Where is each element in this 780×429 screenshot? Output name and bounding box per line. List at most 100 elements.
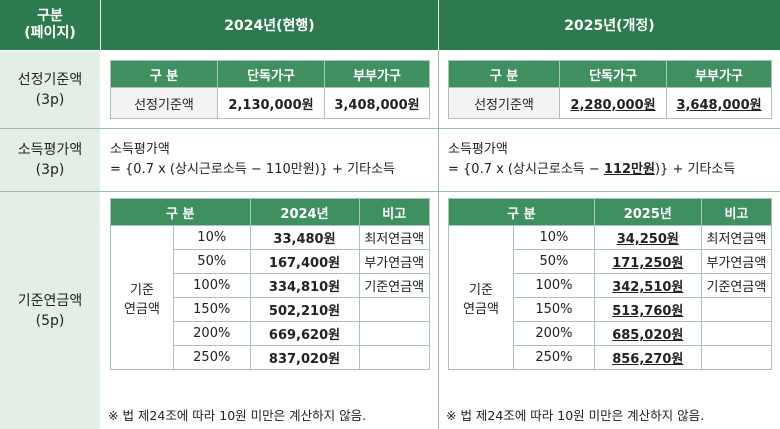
- row-label-threshold-page: (3p): [35, 91, 65, 108]
- row-label-threshold-text: 선정기준액: [17, 71, 83, 88]
- table-row: 100% 342,510원 기준연금액: [449, 273, 773, 298]
- pension-note: [358, 345, 430, 370]
- threshold-header-single: 단독가구: [559, 60, 667, 88]
- pension-header-note: 비고: [700, 198, 773, 226]
- pension-note: 기준연금액: [700, 273, 773, 298]
- threshold-couple-2025: 3,648,000원: [666, 87, 772, 119]
- row-label-income: 소득평가액 (3p): [0, 129, 100, 191]
- income-formula-line-2024: = {0.7 x (상시근로소득 − 110만원)} + 기타소득: [110, 160, 395, 180]
- header-2025: 2025년(개정): [439, 0, 780, 50]
- footnote-2025: ※ 법 제24조에 따라 10원 미만은 계산하지 않음.: [446, 408, 705, 423]
- pension-group-line2: 연금액: [463, 301, 499, 317]
- threshold-row-label: 선정기준액: [110, 87, 218, 119]
- pension-pct: 150%: [173, 297, 251, 322]
- pension-note: [358, 297, 430, 322]
- pension-note: 최저연금액: [358, 225, 430, 250]
- table-row: 기준 연금액 10% 33,480원 최저연금액: [110, 225, 430, 370]
- row-label-pension-page: (5p): [35, 312, 65, 329]
- pension-pct: 100%: [173, 273, 251, 298]
- threshold-single-2024: 2,130,000원: [217, 87, 325, 119]
- formula-post: )} + 기타소득: [654, 162, 736, 177]
- pension-table-2024: 구 분 2024년 비고 기준 연금액 10% 33,480원 최저연금액 50% 167,…: [110, 198, 430, 370]
- pension-pct: 200%: [513, 321, 595, 346]
- threshold-header-couple: 부부가구: [324, 60, 430, 88]
- pension-amount: 342,510원: [593, 273, 702, 298]
- pension-note: 부가연금액: [358, 249, 430, 274]
- row-label-threshold: 선정기준액 (3p): [0, 51, 100, 128]
- pension-amount: 837,020원: [249, 345, 360, 370]
- pension-amount: 669,620원: [249, 321, 360, 346]
- pension-amount: 685,020원: [593, 321, 702, 346]
- row-label-pension: 기준연금액 (5p): [0, 192, 100, 429]
- pension-pct: 200%: [173, 321, 251, 346]
- income-title-2025: 소득평가액: [448, 142, 508, 157]
- pension-header-note: 비고: [358, 198, 430, 226]
- threshold-table-2025: 구 분 단독가구 부부가구 선정기준액 2,280,000원 3,648,000…: [448, 60, 772, 119]
- pension-header-year: 2024년: [249, 198, 360, 226]
- pension-note: [700, 321, 773, 346]
- pension-note: [700, 345, 773, 370]
- pension-table-2025: 구 분 2025년 비고 기준 연금액 10% 34,250원 최저연금액 50% 171,…: [448, 198, 773, 370]
- threshold-table-2024: 구 분 단독가구 부부가구 선정기준액 2,130,000원 3,408,000…: [110, 60, 430, 119]
- category-header-line2: (페이지): [24, 25, 76, 41]
- row-label-income-page: (3p): [35, 162, 65, 178]
- threshold-row-label: 선정기준액: [448, 87, 560, 119]
- income-formula-2024: 소득평가액 = {0.7 x (상시근로소득 − 110만원)} + 기타소득: [110, 140, 395, 180]
- pension-amount: 33,480원: [249, 225, 360, 250]
- threshold-header-category: 구 분: [110, 60, 218, 88]
- footnote-2024: ※ 법 제24조에 따라 10원 미만은 계산하지 않음.: [108, 408, 367, 423]
- pension-pct: 10%: [173, 225, 251, 250]
- formula-pre: = {0.7 x (상시근로소득 −: [110, 162, 266, 177]
- header-2024: 2024년(현행): [101, 0, 438, 50]
- category-header-line1: 구분: [37, 8, 63, 24]
- pension-pct: 50%: [513, 249, 595, 274]
- threshold-header-category: 구 분: [448, 60, 560, 88]
- table-row: 250% 856,270원: [449, 345, 773, 370]
- threshold-header-couple: 부부가구: [666, 60, 772, 88]
- table-row: 100% 334,810원 기준연금액: [111, 273, 430, 298]
- table-row: 기준 연금액 10% 34,250원 최저연금액: [448, 225, 773, 370]
- table-row: 50% 167,400원 부가연금액: [111, 249, 430, 274]
- pension-group-line1: 기준: [469, 282, 493, 298]
- category-header: 구분 (페이지): [0, 0, 100, 50]
- deduction-amount-2024: 110만원: [265, 162, 315, 177]
- pension-pct: 150%: [513, 297, 595, 322]
- table-row: 250% 837,020원: [111, 345, 430, 370]
- pension-pct: 250%: [173, 345, 251, 370]
- pension-note: 최저연금액: [700, 225, 773, 250]
- pension-group-line1: 기준: [130, 282, 154, 298]
- pension-amount: 171,250원: [593, 249, 702, 274]
- pension-header-category: 구 분: [110, 198, 251, 226]
- deduction-amount-2025: 112만원: [603, 162, 655, 177]
- pension-pct: 10%: [513, 225, 595, 250]
- pension-pct: 100%: [513, 273, 595, 298]
- income-formula-line-2025: = {0.7 x (상시근로소득 − 112만원)} + 기타소득: [448, 160, 735, 180]
- pension-note: 부가연금액: [700, 249, 773, 274]
- pension-note: [358, 321, 430, 346]
- pension-amount: 856,270원: [593, 345, 702, 370]
- row-divider-1: [0, 128, 780, 129]
- row-label-pension-text: 기준연금액: [17, 292, 83, 309]
- pension-amount: 334,810원: [249, 273, 360, 298]
- formula-post: )} + 기타소득: [314, 162, 395, 177]
- pension-pct: 50%: [173, 249, 251, 274]
- pension-amount: 502,210원: [249, 297, 360, 322]
- threshold-header-single: 단독가구: [217, 60, 325, 88]
- pension-header-year: 2025년: [593, 198, 702, 226]
- row-label-income-text: 소득평가액: [17, 142, 83, 158]
- row-divider-2: [0, 191, 780, 192]
- pension-amount: 34,250원: [593, 225, 702, 250]
- pension-amount: 513,760원: [593, 297, 702, 322]
- threshold-couple-2024: 3,408,000원: [324, 87, 430, 119]
- column-divider: [438, 50, 439, 429]
- pension-note: 기준연금액: [358, 273, 430, 298]
- table-row: 150% 502,210원: [111, 297, 430, 322]
- pension-amount: 167,400원: [249, 249, 360, 274]
- threshold-single-2025: 2,280,000원: [559, 87, 667, 119]
- income-formula-2025: 소득평가액 = {0.7 x (상시근로소득 − 112만원)} + 기타소득: [448, 140, 735, 180]
- table-row: 200% 685,020원: [449, 321, 773, 346]
- pension-group-line2: 연금액: [124, 301, 160, 317]
